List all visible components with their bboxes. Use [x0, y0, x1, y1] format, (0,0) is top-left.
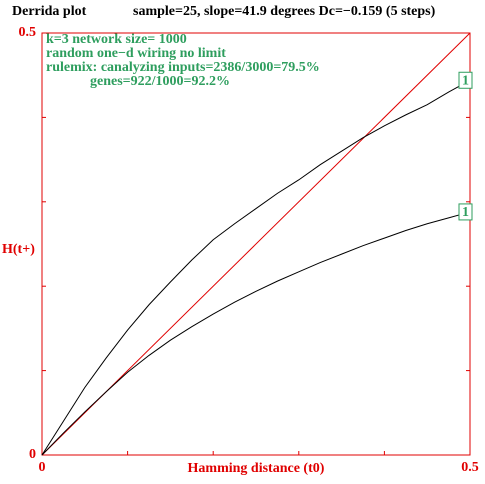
- series-label: 1: [462, 73, 469, 88]
- chart-subtitle: sample=25, slope=41.9 degrees Dc=−0.159 …: [133, 4, 436, 19]
- y-tick-label: 0.5: [19, 25, 37, 40]
- chart-title: Derrida plot: [12, 4, 87, 19]
- plot-frame: [41, 32, 471, 456]
- series-label: 1: [462, 205, 469, 220]
- series-line: [41, 211, 471, 456]
- annotation: genes=922/1000=92.2%: [90, 74, 230, 89]
- series-line: [41, 79, 471, 456]
- annotation: k=3 network size= 1000: [46, 32, 187, 47]
- series-label-box: [458, 71, 473, 89]
- x-axis-label: Hamming distance (t0): [188, 461, 325, 476]
- annotation: random one−d wiring no limit: [46, 46, 226, 61]
- y-axis-label: H(t+): [2, 242, 35, 257]
- series-label-box: [458, 203, 473, 221]
- x-tick-label: 0: [39, 460, 46, 475]
- annotation: rulemix: canalyzing inputs=2386/3000=79.…: [46, 60, 320, 75]
- y-tick-label: 0: [29, 447, 36, 462]
- x-tick-label: 0.5: [461, 460, 479, 475]
